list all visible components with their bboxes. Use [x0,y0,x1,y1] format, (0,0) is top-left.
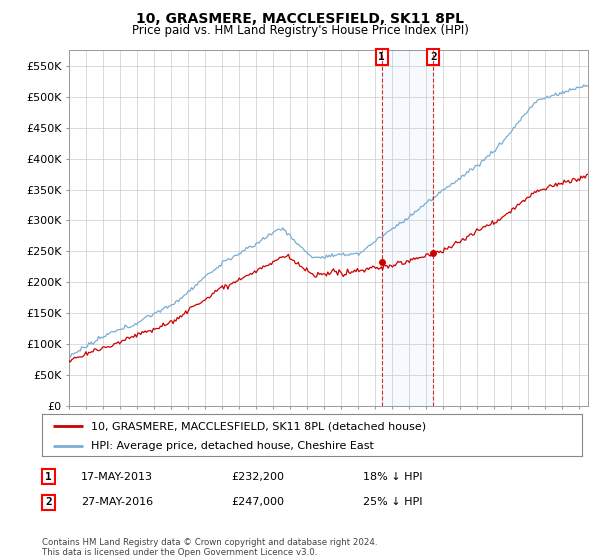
Text: 10, GRASMERE, MACCLESFIELD, SK11 8PL (detached house): 10, GRASMERE, MACCLESFIELD, SK11 8PL (de… [91,421,426,431]
Text: 25% ↓ HPI: 25% ↓ HPI [363,497,422,507]
Text: 27-MAY-2016: 27-MAY-2016 [81,497,153,507]
Text: 17-MAY-2013: 17-MAY-2013 [81,472,153,482]
Text: 1: 1 [379,52,385,62]
Text: 2: 2 [45,497,52,507]
Text: 18% ↓ HPI: 18% ↓ HPI [363,472,422,482]
Text: £232,200: £232,200 [231,472,284,482]
Text: £247,000: £247,000 [231,497,284,507]
Text: Contains HM Land Registry data © Crown copyright and database right 2024.
This d: Contains HM Land Registry data © Crown c… [42,538,377,557]
Bar [382,50,433,406]
Text: 2: 2 [430,52,437,62]
Text: 10, GRASMERE, MACCLESFIELD, SK11 8PL: 10, GRASMERE, MACCLESFIELD, SK11 8PL [136,12,464,26]
Text: HPI: Average price, detached house, Cheshire East: HPI: Average price, detached house, Ches… [91,441,373,451]
Text: 1: 1 [45,472,52,482]
Text: Price paid vs. HM Land Registry's House Price Index (HPI): Price paid vs. HM Land Registry's House … [131,24,469,36]
